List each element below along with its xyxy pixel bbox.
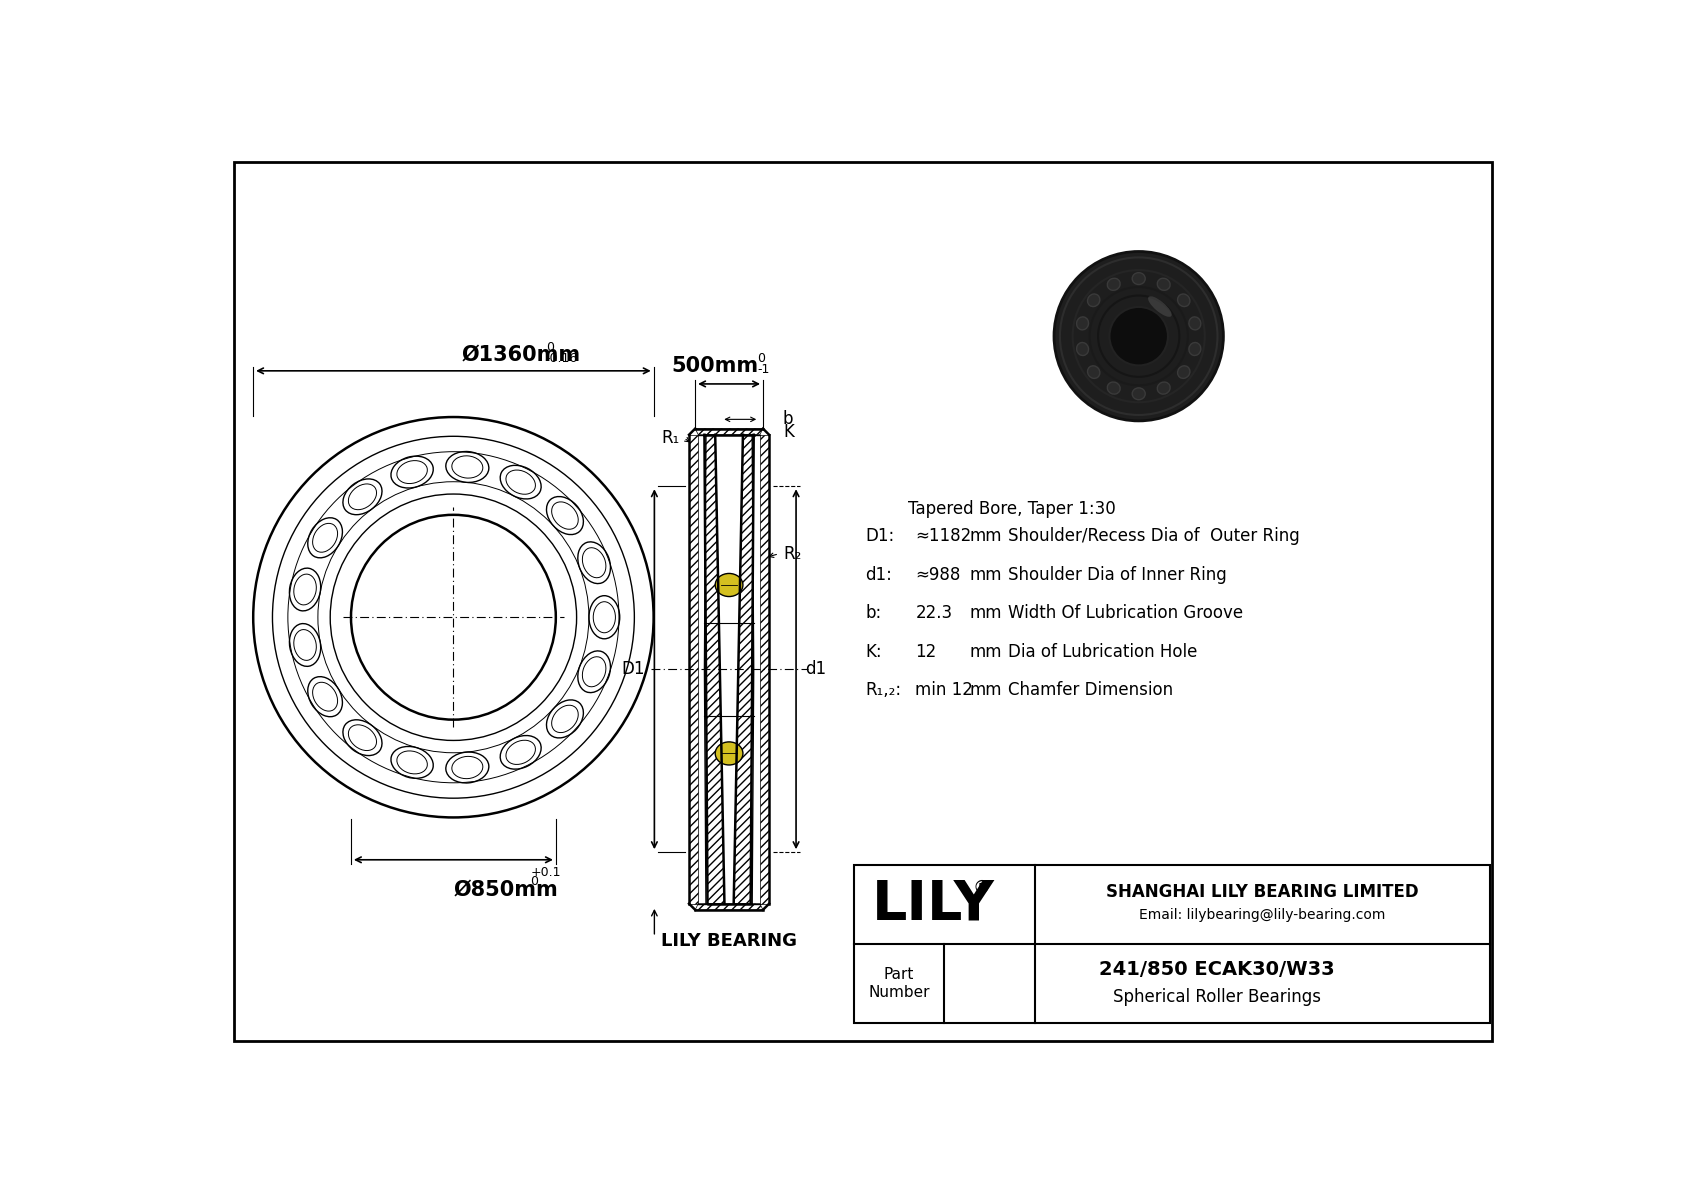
- Ellipse shape: [1108, 279, 1120, 291]
- Ellipse shape: [1076, 343, 1088, 355]
- Text: Ø1360mm: Ø1360mm: [461, 344, 581, 364]
- Ellipse shape: [1108, 382, 1120, 394]
- Bar: [759, 435, 770, 904]
- Text: -0.16: -0.16: [546, 351, 578, 364]
- Text: +0.1: +0.1: [530, 866, 561, 879]
- Text: b:: b:: [866, 604, 882, 623]
- Ellipse shape: [716, 573, 743, 597]
- Ellipse shape: [1088, 366, 1100, 379]
- Text: -1: -1: [758, 363, 770, 376]
- Text: 12: 12: [916, 643, 936, 661]
- Ellipse shape: [1157, 279, 1170, 291]
- Ellipse shape: [1076, 317, 1088, 330]
- Text: D1: D1: [621, 660, 645, 678]
- Text: ®: ®: [972, 879, 990, 897]
- Text: K: K: [783, 424, 793, 442]
- Ellipse shape: [1177, 294, 1191, 306]
- Text: Width Of Lubrication Groove: Width Of Lubrication Groove: [1007, 604, 1243, 623]
- Text: Shoulder Dia of Inner Ring: Shoulder Dia of Inner Ring: [1007, 566, 1226, 584]
- Ellipse shape: [1189, 343, 1201, 355]
- Text: LILY: LILY: [871, 878, 994, 931]
- Text: R₂: R₂: [783, 544, 802, 562]
- Text: 22.3: 22.3: [916, 604, 953, 623]
- Text: mm: mm: [970, 528, 1002, 545]
- Text: Spherical Roller Bearings: Spherical Roller Bearings: [1113, 989, 1320, 1006]
- Text: K:: K:: [866, 643, 882, 661]
- Ellipse shape: [1177, 366, 1191, 379]
- Text: R₁,₂:: R₁,₂:: [866, 681, 901, 699]
- Text: mm: mm: [970, 643, 1002, 661]
- Text: Ø850mm: Ø850mm: [453, 879, 557, 899]
- Ellipse shape: [1148, 297, 1172, 317]
- Bar: [854, 865, 1490, 1023]
- Text: SHANGHAI LILY BEARING LIMITED: SHANGHAI LILY BEARING LIMITED: [1106, 884, 1418, 902]
- Circle shape: [1054, 251, 1223, 420]
- Text: LILY BEARING: LILY BEARING: [662, 931, 797, 949]
- Text: Part
Number: Part Number: [869, 967, 930, 999]
- Text: min 12: min 12: [916, 681, 973, 699]
- Text: Shoulder/Recess Dia of  Outer Ring: Shoulder/Recess Dia of Outer Ring: [1007, 528, 1300, 545]
- Text: Email: lilybearing@lily-bearing.com: Email: lilybearing@lily-bearing.com: [1140, 909, 1386, 922]
- Text: mm: mm: [970, 681, 1002, 699]
- Text: b: b: [783, 411, 793, 429]
- Text: 0: 0: [546, 341, 554, 354]
- Text: Tapered Bore, Taper 1:30: Tapered Bore, Taper 1:30: [908, 500, 1115, 518]
- Text: 500mm: 500mm: [672, 356, 759, 376]
- Bar: [689, 435, 699, 904]
- Ellipse shape: [1189, 317, 1201, 330]
- Text: Dia of Lubrication Hole: Dia of Lubrication Hole: [1007, 643, 1197, 661]
- Text: R₁: R₁: [662, 429, 680, 447]
- Ellipse shape: [1157, 382, 1170, 394]
- Text: Chamfer Dimension: Chamfer Dimension: [1007, 681, 1174, 699]
- Text: 241/850 ECAK30/W33: 241/850 ECAK30/W33: [1100, 960, 1335, 979]
- Ellipse shape: [716, 742, 743, 765]
- Text: d1: d1: [805, 660, 827, 678]
- Ellipse shape: [1132, 388, 1145, 400]
- Text: d1:: d1:: [866, 566, 893, 584]
- Ellipse shape: [1088, 294, 1100, 306]
- Text: mm: mm: [970, 566, 1002, 584]
- Text: 0: 0: [758, 353, 766, 366]
- Text: ≈1182: ≈1182: [916, 528, 972, 545]
- Text: mm: mm: [970, 604, 1002, 623]
- Circle shape: [1110, 307, 1169, 366]
- Ellipse shape: [1132, 273, 1145, 285]
- Text: D1:: D1:: [866, 528, 894, 545]
- Text: 0: 0: [530, 875, 539, 888]
- Text: ≈988: ≈988: [916, 566, 962, 584]
